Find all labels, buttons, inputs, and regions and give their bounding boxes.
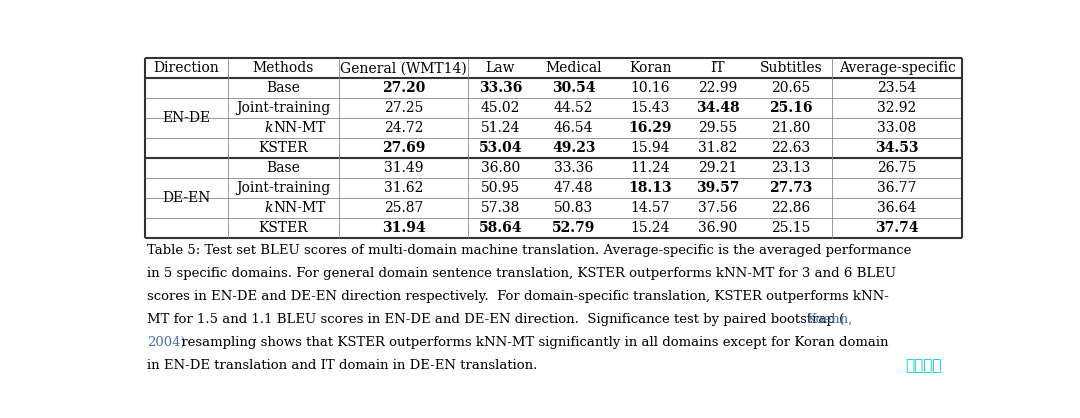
Text: 39.57: 39.57 xyxy=(696,181,739,195)
Text: Direction: Direction xyxy=(153,61,219,75)
Text: NN-MT: NN-MT xyxy=(273,121,325,135)
Text: 谷普下载: 谷普下载 xyxy=(905,358,942,373)
Text: resampling shows that KSTER outperforms kNN-MT significantly in all domains exce: resampling shows that KSTER outperforms … xyxy=(177,336,889,349)
Text: 52.79: 52.79 xyxy=(552,221,595,235)
Text: 29.55: 29.55 xyxy=(698,121,738,135)
Text: 31.82: 31.82 xyxy=(698,141,738,155)
Text: 34.48: 34.48 xyxy=(696,101,740,115)
Text: 15.94: 15.94 xyxy=(631,141,670,155)
Text: Law: Law xyxy=(486,61,515,75)
Text: 20.65: 20.65 xyxy=(771,81,810,95)
Text: k: k xyxy=(265,201,273,215)
Text: 50.95: 50.95 xyxy=(481,181,519,195)
Text: Joint-training: Joint-training xyxy=(237,101,330,115)
Text: 36.64: 36.64 xyxy=(877,201,917,215)
Text: scores in EN-DE and DE-EN direction respectively.  For domain-specific translati: scores in EN-DE and DE-EN direction resp… xyxy=(147,290,889,303)
Text: Base: Base xyxy=(267,81,300,95)
Text: NN-MT: NN-MT xyxy=(273,201,325,215)
Text: 33.36: 33.36 xyxy=(478,81,522,95)
Text: 22.86: 22.86 xyxy=(771,201,810,215)
Text: 44.52: 44.52 xyxy=(554,101,594,115)
Text: 31.94: 31.94 xyxy=(381,221,426,235)
Text: 34.53: 34.53 xyxy=(876,141,919,155)
Text: 37.56: 37.56 xyxy=(698,201,738,215)
Text: MT for 1.5 and 1.1 BLEU scores in EN-DE and DE-EN direction.  Significance test : MT for 1.5 and 1.1 BLEU scores in EN-DE … xyxy=(147,313,890,326)
Text: 22.63: 22.63 xyxy=(771,141,810,155)
Text: 49.23: 49.23 xyxy=(552,141,595,155)
Text: 53.04: 53.04 xyxy=(478,141,522,155)
Text: 47.48: 47.48 xyxy=(554,181,594,195)
Text: Medical: Medical xyxy=(545,61,602,75)
Text: Table 5: Test set BLEU scores of multi-domain machine translation. Average-speci: Table 5: Test set BLEU scores of multi-d… xyxy=(147,244,912,257)
Text: 15.43: 15.43 xyxy=(631,101,670,115)
Text: Koehn,: Koehn, xyxy=(807,313,852,326)
Text: 57.38: 57.38 xyxy=(481,201,521,215)
Text: EN-DE: EN-DE xyxy=(162,111,211,125)
Text: 51.24: 51.24 xyxy=(481,121,521,135)
Text: 50.83: 50.83 xyxy=(554,201,593,215)
Text: Subtitles: Subtitles xyxy=(759,61,822,75)
Text: 2004): 2004) xyxy=(147,336,186,349)
Text: 14.57: 14.57 xyxy=(631,201,670,215)
Text: 36.90: 36.90 xyxy=(698,221,738,235)
Text: 23.54: 23.54 xyxy=(877,81,917,95)
Text: 30.54: 30.54 xyxy=(552,81,595,95)
Text: 32.92: 32.92 xyxy=(877,101,917,115)
Text: 24.72: 24.72 xyxy=(383,121,423,135)
Text: 16.29: 16.29 xyxy=(629,121,672,135)
Text: 18.13: 18.13 xyxy=(629,181,672,195)
Text: 29.21: 29.21 xyxy=(698,161,738,175)
Text: DE-EN: DE-EN xyxy=(162,191,211,205)
Text: 45.02: 45.02 xyxy=(481,101,521,115)
Text: Joint-training: Joint-training xyxy=(237,181,330,195)
Text: 25.15: 25.15 xyxy=(771,221,811,235)
Text: Average-specific: Average-specific xyxy=(839,61,956,75)
Text: 27.25: 27.25 xyxy=(383,101,423,115)
Text: 33.36: 33.36 xyxy=(554,161,593,175)
Text: General (WMT14): General (WMT14) xyxy=(340,61,467,75)
Text: 27.73: 27.73 xyxy=(769,181,812,195)
Text: 15.24: 15.24 xyxy=(631,221,670,235)
Text: 26.75: 26.75 xyxy=(877,161,917,175)
Text: KSTER: KSTER xyxy=(258,221,308,235)
Text: IT: IT xyxy=(711,61,725,75)
Text: 46.54: 46.54 xyxy=(554,121,594,135)
Text: 27.69: 27.69 xyxy=(382,141,426,155)
Text: 58.64: 58.64 xyxy=(478,221,522,235)
Text: 37.74: 37.74 xyxy=(876,221,919,235)
Text: 36.77: 36.77 xyxy=(877,181,917,195)
Text: 31.62: 31.62 xyxy=(383,181,423,195)
Text: 27.20: 27.20 xyxy=(382,81,426,95)
Text: Koran: Koran xyxy=(629,61,672,75)
Text: 36.80: 36.80 xyxy=(481,161,519,175)
Text: KSTER: KSTER xyxy=(258,141,308,155)
Text: MT for 1.5 and 1.1 BLEU scores in EN-DE and DE-EN direction.  Significance test : MT for 1.5 and 1.1 BLEU scores in EN-DE … xyxy=(147,313,843,326)
Text: 31.49: 31.49 xyxy=(383,161,423,175)
Text: 22.99: 22.99 xyxy=(698,81,738,95)
Text: 21.80: 21.80 xyxy=(771,121,811,135)
Text: 10.16: 10.16 xyxy=(631,81,670,95)
Text: Methods: Methods xyxy=(253,61,314,75)
Text: 23.13: 23.13 xyxy=(771,161,811,175)
Text: k: k xyxy=(265,121,273,135)
Text: 11.24: 11.24 xyxy=(631,161,670,175)
Text: 25.16: 25.16 xyxy=(769,101,812,115)
Text: Base: Base xyxy=(267,161,300,175)
Text: in 5 specific domains. For general domain sentence translation, KSTER outperform: in 5 specific domains. For general domai… xyxy=(147,267,895,280)
Text: 25.87: 25.87 xyxy=(383,201,423,215)
Text: in EN-DE translation and IT domain in DE-EN translation.: in EN-DE translation and IT domain in DE… xyxy=(147,359,537,372)
Text: 33.08: 33.08 xyxy=(877,121,917,135)
